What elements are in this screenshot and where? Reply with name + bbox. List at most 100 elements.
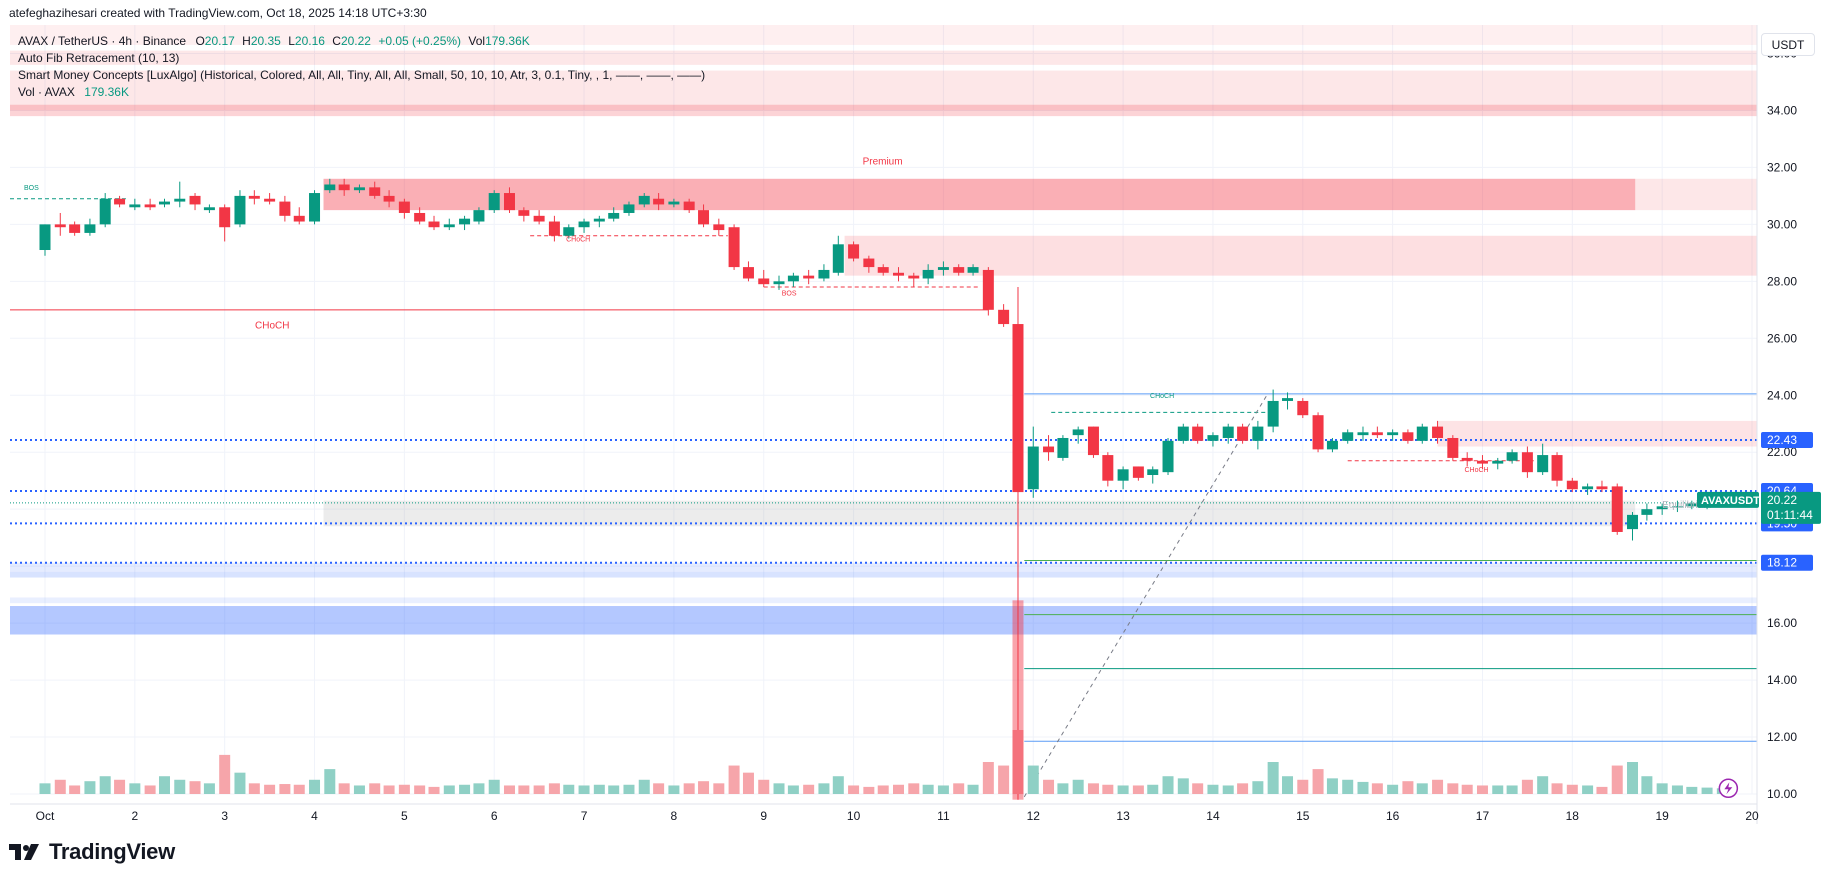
legend-low: 20.16 xyxy=(294,34,325,48)
volume-bar xyxy=(937,785,949,794)
legend-indicator-fib[interactable]: Auto Fib Retracement (10, 13) xyxy=(18,51,180,65)
candle-body xyxy=(459,218,471,225)
volume-bar xyxy=(638,779,650,794)
candle-body xyxy=(1537,455,1549,473)
candle-body xyxy=(324,184,336,191)
volume-bar xyxy=(279,784,291,794)
candle-body xyxy=(1132,466,1144,478)
volume-bar xyxy=(1282,776,1294,794)
candle-body xyxy=(1177,426,1189,441)
volume-bar xyxy=(264,784,276,794)
volume-bar xyxy=(158,776,170,794)
candle-body xyxy=(84,224,96,233)
candle-body xyxy=(1282,398,1294,401)
candle-body xyxy=(1342,432,1354,441)
legend-open-label: O xyxy=(195,34,205,48)
candle-body xyxy=(1416,426,1428,441)
candle-body xyxy=(548,221,560,236)
price-label-text: 18.12 xyxy=(1767,556,1797,570)
candle-body xyxy=(742,267,754,279)
volume-bar xyxy=(99,776,111,794)
volume-bar xyxy=(248,783,260,794)
candle-body xyxy=(848,244,860,259)
candle-body xyxy=(1192,426,1204,441)
candle-body xyxy=(353,187,365,191)
volume-spike xyxy=(1012,600,1024,800)
time-tick-label: 5 xyxy=(401,809,408,823)
volume-bar xyxy=(578,785,590,794)
candle-body xyxy=(593,218,605,222)
volume-bar xyxy=(1387,784,1399,794)
candle-body xyxy=(982,269,994,310)
volume-bar xyxy=(1087,783,1099,794)
volume-bar xyxy=(608,785,620,794)
time-tick-label: 14 xyxy=(1206,809,1220,823)
volume-bar xyxy=(1147,784,1159,794)
tradingview-logo[interactable]: TradingView xyxy=(9,839,175,864)
candle-body xyxy=(488,193,500,211)
time-tick-label: 16 xyxy=(1386,809,1400,823)
volume-bar xyxy=(84,781,96,794)
zone xyxy=(10,571,1757,578)
candle-body xyxy=(698,210,710,225)
volume-bar xyxy=(383,785,395,794)
candle-body xyxy=(1686,503,1698,507)
volume-bar xyxy=(803,784,815,794)
candle-body xyxy=(293,215,305,222)
annotation-label: CHoCH xyxy=(255,320,289,331)
volume-bar xyxy=(863,786,875,794)
volume-bar xyxy=(1132,785,1144,794)
price-label-box xyxy=(1761,554,1813,571)
countdown-text: 01:11:44 xyxy=(1767,508,1813,522)
lightning-icon-glyph xyxy=(1724,782,1733,795)
candle-body xyxy=(1072,429,1084,436)
legend-vol-label: Vol xyxy=(468,34,486,48)
annotation-label: CHoCH xyxy=(1150,393,1174,400)
volume-bar xyxy=(1371,783,1383,794)
legend-indicator-smc[interactable]: Smart Money Concepts [LuxAlgo] (Historic… xyxy=(18,68,706,82)
volume-bar xyxy=(189,781,201,794)
candle-body xyxy=(863,258,875,268)
candle-body xyxy=(683,201,695,211)
candle-body xyxy=(1492,460,1504,464)
volume-bar xyxy=(758,779,770,794)
page-title: atefeghazihesari created with TradingVie… xyxy=(9,6,427,20)
volume-bar xyxy=(1117,785,1129,794)
candle-body xyxy=(578,221,590,228)
annotation-label: Premium xyxy=(863,157,903,168)
zone xyxy=(844,235,1757,276)
volume-bar xyxy=(1027,765,1039,794)
currency-selector[interactable]: USDT xyxy=(1761,33,1815,56)
candle-body xyxy=(69,224,81,233)
time-tick-label: Oct xyxy=(36,809,55,823)
volume-bar xyxy=(1596,786,1608,794)
zone xyxy=(323,178,1636,211)
candle-body xyxy=(967,267,979,273)
volume-bar xyxy=(1326,778,1338,794)
structure-line xyxy=(1023,395,1268,798)
legend-symbol-row[interactable]: AVAX / TetherUS · 4h · Binance O20.17 H2… xyxy=(18,34,530,48)
legend-close-label: C xyxy=(332,34,341,48)
annotation-label: BOS xyxy=(782,291,797,298)
candle-body xyxy=(1162,440,1174,473)
candle-body xyxy=(1237,426,1249,441)
volume-bar xyxy=(144,785,156,794)
candle-body xyxy=(1596,486,1608,490)
candle-body xyxy=(563,227,575,236)
time-tick-label: 9 xyxy=(760,809,767,823)
candle-body xyxy=(1267,400,1279,427)
volume-bar xyxy=(54,779,66,794)
candle-body xyxy=(1447,437,1459,458)
legend-volume-row[interactable]: Vol · AVAX 179.36K xyxy=(18,85,129,99)
volume-bar xyxy=(908,783,920,794)
candle-body xyxy=(1297,400,1309,416)
candle-body xyxy=(608,212,620,219)
volume-bar xyxy=(683,783,695,794)
volume-bar xyxy=(1402,781,1414,794)
candle-body xyxy=(1476,460,1488,464)
volume-bar xyxy=(1102,784,1114,794)
volume-bar xyxy=(1057,783,1069,794)
candle-body xyxy=(1312,415,1324,450)
candle-body xyxy=(1566,480,1578,490)
